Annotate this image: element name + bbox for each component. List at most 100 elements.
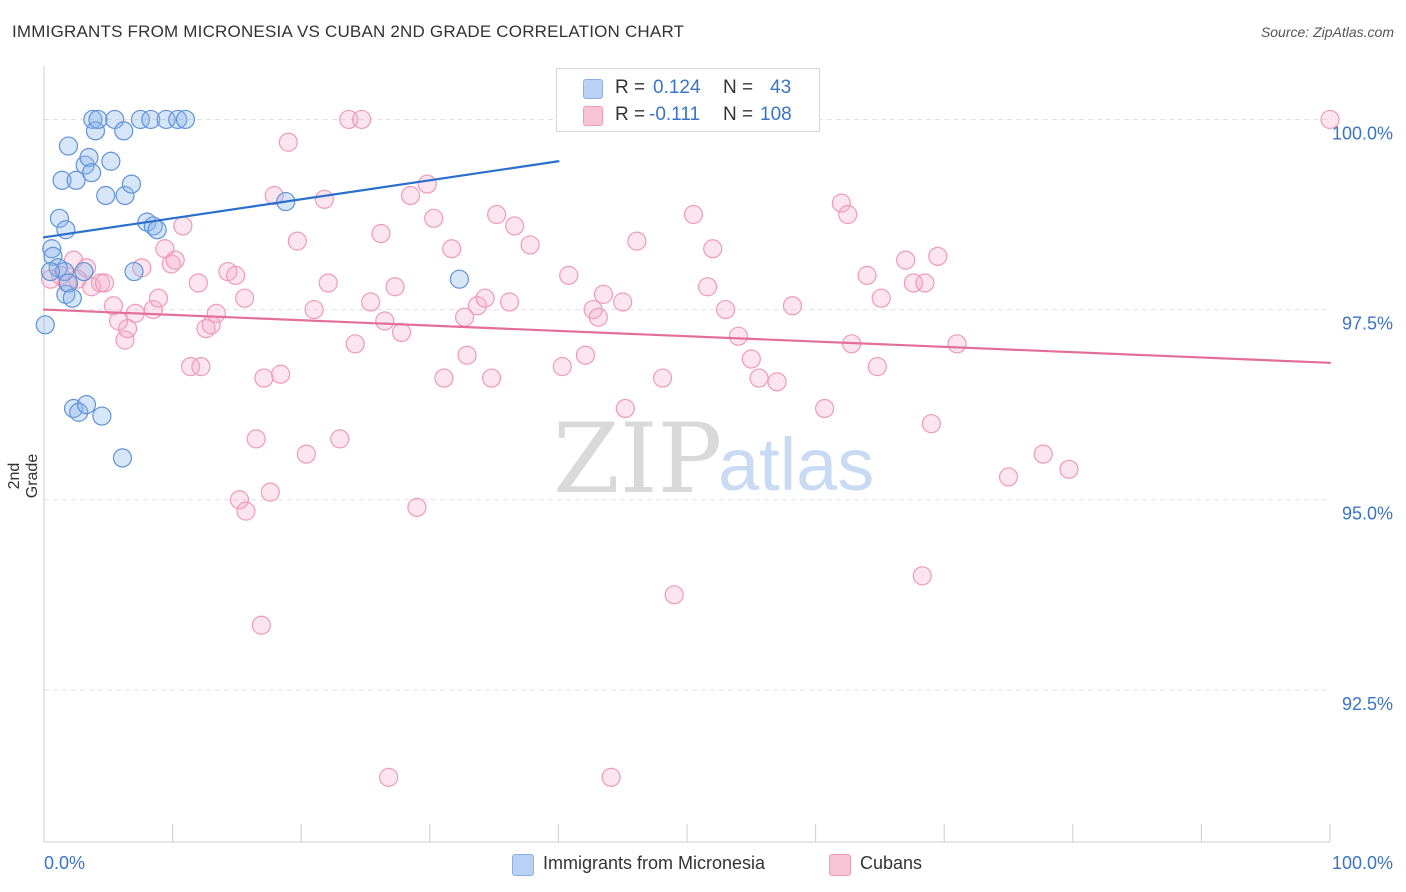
stats-row-cubans: R = -0.111 N = 108 — [557, 102, 819, 128]
stats-row-micronesia: R = 0.124 N = 43 — [557, 75, 819, 101]
point-micronesia — [63, 398, 84, 419]
point-cubans — [385, 277, 405, 297]
point-cubans — [741, 349, 761, 369]
point-cubans — [391, 322, 412, 343]
stats-legend: R = 0.124 N = 43 R = -0.111 N = 108 — [556, 68, 820, 132]
point-cubans — [457, 345, 477, 365]
point-micronesia — [115, 185, 135, 206]
r-label: R = — [615, 104, 646, 125]
point-cubans — [371, 223, 391, 244]
point-cubans — [442, 239, 462, 259]
point-cubans — [782, 296, 803, 316]
point-cubans — [173, 216, 193, 236]
point-cubans — [593, 284, 614, 304]
point-cubans — [165, 250, 185, 270]
point-cubans — [552, 357, 572, 377]
point-cubans — [871, 288, 891, 308]
point-cubans — [857, 265, 877, 285]
point-cubans — [330, 429, 350, 449]
r-value: -0.111 — [649, 104, 701, 125]
point-cubans — [236, 501, 256, 521]
series-legend: Immigrants from Micronesia Cubans — [0, 851, 1406, 879]
point-cubans — [417, 174, 437, 194]
point-cubans — [867, 357, 887, 377]
point-cubans — [345, 334, 365, 354]
point-cubans — [928, 246, 948, 266]
legend-swatch-micronesia — [512, 854, 534, 876]
point-cubans — [229, 490, 250, 510]
x-tick-label: 0.0% — [44, 853, 85, 873]
swatch-cubans — [583, 106, 603, 126]
point-micronesia — [40, 261, 61, 282]
point-cubans — [1059, 459, 1079, 479]
point-cubans — [260, 482, 280, 502]
point-cubans — [434, 368, 454, 388]
point-cubans — [379, 767, 399, 787]
point-micronesia — [85, 121, 106, 141]
point-cubans — [912, 566, 932, 586]
point-cubans — [487, 204, 507, 225]
point-micronesia — [147, 220, 167, 240]
point-cubans — [94, 273, 115, 293]
y-tick-label: 97.5% — [1342, 314, 1393, 334]
point-cubans — [161, 254, 181, 274]
point-cubans — [697, 277, 718, 297]
point-cubans — [749, 368, 769, 388]
n-label: N = — [723, 104, 754, 125]
point-cubans — [424, 208, 444, 228]
point-cubans — [251, 615, 271, 635]
point-cubans — [575, 345, 596, 365]
point-cubans — [831, 193, 851, 213]
point-cubans — [271, 364, 291, 384]
point-micronesia — [49, 208, 70, 228]
point-cubans — [499, 292, 520, 312]
point-cubans — [400, 185, 421, 206]
point-micronesia — [124, 261, 144, 282]
point-cubans — [481, 368, 502, 388]
point-cubans — [278, 132, 298, 152]
point-cubans — [838, 204, 858, 225]
point-cubans — [314, 189, 334, 209]
x-tick-label: 100.0% — [1332, 853, 1393, 873]
point-cubans — [903, 273, 923, 293]
point-micronesia — [130, 109, 151, 130]
point-micronesia — [121, 174, 142, 194]
point-micronesia — [54, 261, 75, 282]
watermark-zip: ZIP — [553, 403, 722, 515]
point-micronesia — [101, 151, 121, 171]
point-cubans — [264, 185, 284, 206]
trendline-cubans — [42, 308, 1332, 364]
point-cubans — [815, 398, 835, 419]
point-micronesia — [66, 170, 86, 190]
legend-swatch-cubans — [829, 854, 851, 876]
point-micronesia — [62, 288, 82, 308]
source-label: Source: ZipAtlas.com — [1260, 24, 1394, 40]
legend-label: Immigrants from Micronesia — [543, 853, 766, 873]
point-cubans — [588, 307, 608, 327]
point-cubans — [226, 265, 246, 285]
point-cubans — [505, 216, 525, 236]
n-value: 108 — [760, 104, 792, 125]
point-cubans — [467, 296, 487, 316]
point-micronesia — [35, 315, 55, 335]
point-micronesia — [74, 261, 94, 282]
point-micronesia — [141, 109, 161, 130]
point-micronesia — [168, 109, 188, 130]
point-micronesia — [92, 406, 112, 426]
point-micronesia — [52, 170, 72, 190]
n-value: 43 — [770, 77, 792, 98]
legend-label: Cubans — [860, 853, 923, 873]
point-cubans — [1033, 444, 1053, 464]
point-micronesia — [156, 109, 176, 130]
point-micronesia — [88, 109, 108, 130]
point-cubans — [715, 299, 736, 320]
r-label: R = — [615, 77, 646, 98]
point-micronesia — [114, 121, 134, 141]
point-micronesia — [58, 136, 79, 156]
point-cubans — [188, 273, 208, 293]
point-cubans — [1320, 109, 1340, 130]
point-cubans — [296, 444, 316, 464]
r-value: 0.124 — [653, 77, 701, 98]
point-micronesia — [112, 448, 133, 468]
